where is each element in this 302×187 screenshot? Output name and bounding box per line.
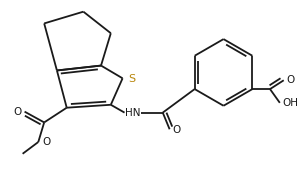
Text: HN: HN	[125, 108, 140, 118]
Text: S: S	[128, 74, 136, 84]
Text: OH: OH	[283, 98, 299, 108]
Text: O: O	[172, 125, 181, 135]
Text: O: O	[42, 137, 50, 147]
Text: O: O	[287, 75, 295, 85]
Text: O: O	[13, 107, 22, 117]
